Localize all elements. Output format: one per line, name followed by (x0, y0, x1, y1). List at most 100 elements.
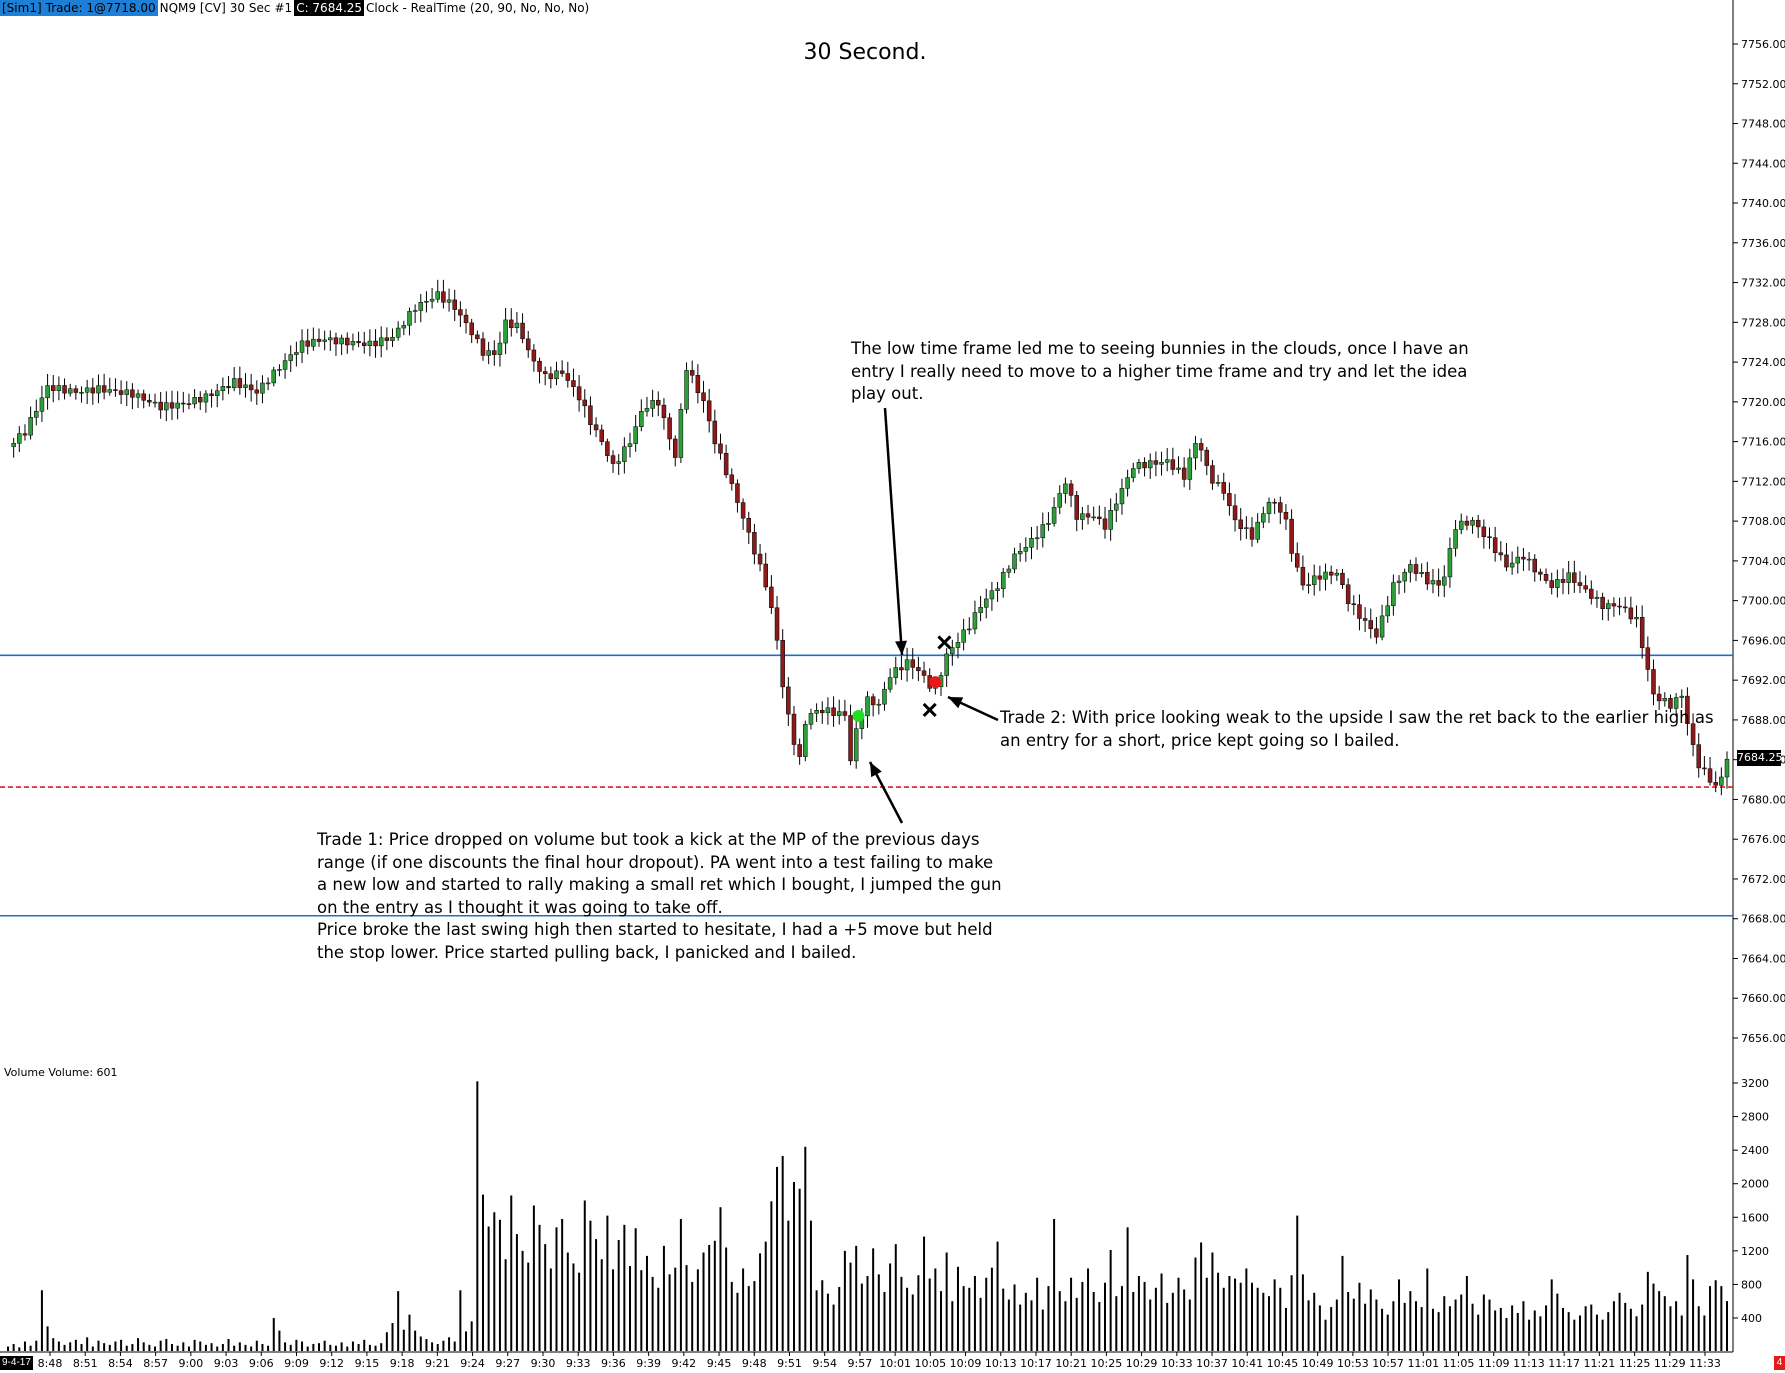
volume-bar (74, 1339, 77, 1351)
volume-bar (832, 1304, 835, 1351)
candle-body (1362, 618, 1368, 621)
candle-body (944, 653, 949, 676)
candle-body (633, 426, 638, 444)
candle-body (452, 299, 457, 310)
candle-body (1102, 518, 1108, 530)
volume-bar (340, 1342, 343, 1351)
volume-bar (1663, 1296, 1666, 1351)
price-tick-label: 7692.00 (1741, 674, 1785, 687)
time-tick-label: 9:51 (777, 1357, 802, 1370)
candle-body (282, 360, 288, 370)
candle-body (1379, 615, 1385, 638)
volume-bar (1279, 1287, 1282, 1351)
volume-bar (1714, 1280, 1717, 1351)
candle-body (254, 389, 260, 394)
volume-bar (35, 1340, 38, 1351)
volume-bar (1443, 1296, 1446, 1351)
time-tick-label: 10:41 (1231, 1357, 1263, 1370)
volume-bar (1053, 1218, 1056, 1351)
candle-body (910, 659, 915, 668)
candle-body (797, 744, 802, 757)
volume-bar (1477, 1314, 1480, 1351)
volume-bar (493, 1212, 496, 1351)
candle-body (887, 677, 893, 690)
candle-body (209, 393, 214, 396)
candle-body (706, 400, 712, 422)
volume-bar (1143, 1281, 1146, 1351)
clock-label: Clock - RealTime (366, 1, 466, 15)
volume-bar (1188, 1299, 1191, 1351)
volume-bar (57, 1341, 60, 1351)
candle-body (1125, 477, 1130, 489)
candle-body (525, 338, 531, 351)
volume-bar (1720, 1286, 1723, 1351)
candle-body (1283, 511, 1289, 520)
candle-body (1368, 620, 1374, 630)
candle-body (1679, 695, 1685, 698)
candle-body (412, 310, 418, 312)
candle-body (1357, 604, 1362, 619)
candle-body (537, 360, 542, 372)
volume-bar (504, 1259, 507, 1351)
candle-body (1645, 647, 1651, 670)
volume-bar (872, 1248, 875, 1351)
time-tick-label: 9:03 (214, 1357, 239, 1370)
volume-bar (1030, 1300, 1033, 1351)
volume-bar (1437, 1312, 1440, 1351)
time-tick-label: 11:29 (1654, 1357, 1686, 1370)
candle-body (644, 408, 650, 412)
volume-bar (142, 1342, 145, 1351)
volume-bar (357, 1344, 360, 1351)
candle-body (1589, 588, 1594, 599)
volume-bar (956, 1266, 959, 1351)
time-tick-label: 9:39 (636, 1357, 661, 1370)
candle-body (124, 389, 129, 395)
candle-body (1215, 482, 1221, 484)
candle-body (1572, 572, 1577, 583)
candle-body (718, 443, 723, 454)
volume-bar (657, 1287, 660, 1351)
volume-bar (996, 1241, 999, 1351)
volume-bar (781, 1156, 784, 1351)
volume-bar (589, 1220, 592, 1351)
volume-bar (1222, 1287, 1225, 1351)
candle-body (1617, 605, 1622, 608)
volume-bar (120, 1339, 123, 1351)
candle-body (1560, 579, 1566, 583)
candle-body (836, 711, 842, 716)
candle-body (56, 385, 62, 391)
volume-bar (679, 1218, 682, 1351)
price-tick-label: 7744.00 (1741, 157, 1785, 170)
volume-bar (137, 1338, 140, 1351)
candle-body (164, 402, 169, 411)
candle-body (1097, 516, 1102, 520)
price-tick-label: 7672.00 (1741, 873, 1785, 886)
volume-bar (306, 1346, 309, 1351)
price-tick-label: 7752.00 (1741, 78, 1785, 91)
volume-bar (470, 1321, 473, 1351)
candle-body (1622, 606, 1628, 609)
volume-bar (662, 1245, 665, 1351)
candle-body (1068, 483, 1074, 496)
volume-bar (1590, 1304, 1593, 1351)
volume-bar (1047, 1286, 1050, 1351)
volume-bar (736, 1292, 739, 1351)
volume-bar (295, 1339, 298, 1351)
volume-bar (1381, 1308, 1384, 1351)
volume-bar (1228, 1276, 1231, 1351)
candle-body (1306, 584, 1311, 586)
volume-bar (1262, 1292, 1265, 1351)
volume-bar (1618, 1292, 1621, 1351)
candle-body (1475, 519, 1481, 528)
volume-bar (1703, 1315, 1706, 1351)
volume-bar (278, 1330, 281, 1351)
volume-bar (131, 1344, 134, 1351)
candle-body (1566, 572, 1571, 583)
volume-bar (1307, 1300, 1310, 1351)
candle-body (1317, 575, 1323, 580)
candle-body (1724, 758, 1730, 778)
time-tick-label: 9:45 (707, 1357, 732, 1370)
volume-bar (1160, 1273, 1163, 1351)
volume-bar (408, 1314, 411, 1351)
candle-body (271, 369, 277, 384)
